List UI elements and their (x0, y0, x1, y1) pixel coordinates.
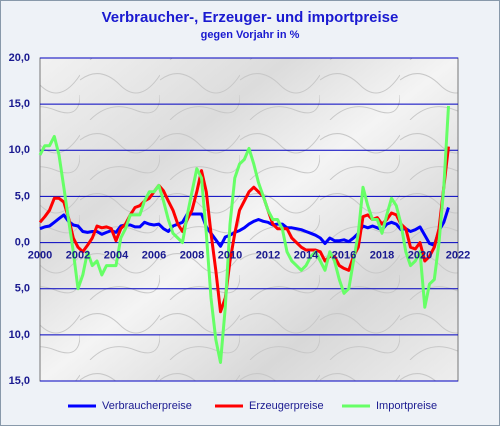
y-tick-label: 15,0 (9, 375, 30, 387)
y-tick-label: 15,0 (9, 98, 30, 110)
x-tick-label: 2004 (104, 249, 129, 261)
x-tick-label: 2018 (370, 249, 394, 261)
y-tick-label: 0,0 (15, 236, 30, 248)
chart-subtitle: gegen Vorjahr in % (201, 29, 300, 41)
series-line (38, 146, 450, 314)
x-tick-label: 2020 (408, 249, 432, 261)
y-tick-label: 20,0 (9, 52, 30, 64)
y-tick-label: 10,0 (9, 144, 30, 156)
x-tick-label: 2008 (180, 249, 204, 261)
x-tick-label: 2014 (294, 249, 319, 261)
y-tick-label: 5,0 (15, 283, 30, 295)
x-tick-label: 2016 (332, 249, 356, 261)
y-tick-label: 5,0 (15, 190, 30, 202)
x-tick-label: 2012 (256, 249, 280, 261)
x-tick-label: 2002 (66, 249, 90, 261)
y-tick-label: 10,0 (9, 329, 30, 341)
x-tick-label: 2022 (446, 249, 470, 261)
plot-texture (39, 57, 459, 382)
chart-title: Verbraucher-, Erzeuger- und importpreise (102, 9, 399, 26)
x-tick-label: 2010 (218, 249, 242, 261)
x-tick-label: 2006 (142, 249, 166, 261)
legend-label: Erzeugerpreise (249, 400, 324, 412)
legend-label: Importpreise (376, 400, 437, 412)
series-line (38, 105, 450, 364)
legend-label: Verbraucherpreise (102, 400, 192, 412)
x-tick-label: 2000 (28, 249, 52, 261)
